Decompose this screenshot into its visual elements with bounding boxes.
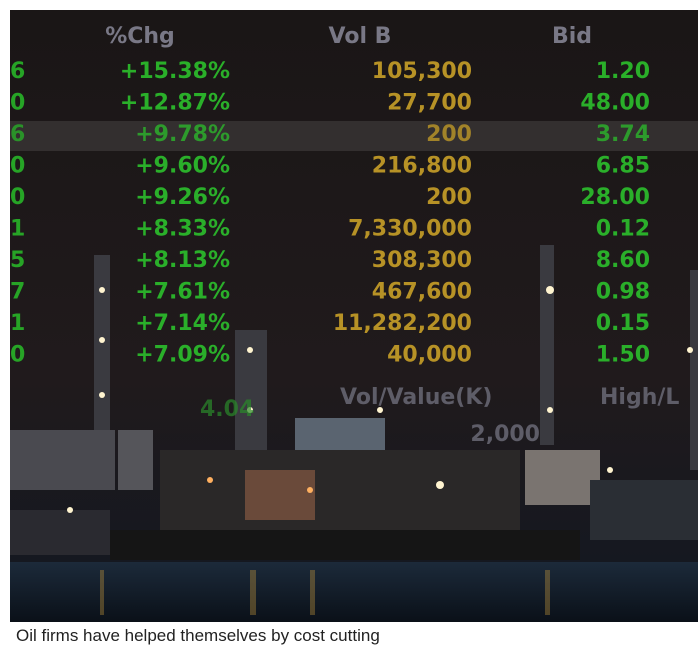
- refinery: [10, 245, 698, 560]
- ticker-cell: 7,330,000: [348, 217, 472, 242]
- ticker-cell: +7.09%: [135, 343, 230, 368]
- ticker-cell: 8.60: [596, 248, 650, 273]
- ticker-cell: 1.50: [596, 343, 650, 368]
- ticker: %Chg Vol B Bid 6 +15.38% 105,300 1.20 0 +12.87% 2…: [10, 24, 679, 447]
- ticker-cell: 40,000: [387, 343, 472, 368]
- ticker-cell: 28.00: [580, 185, 650, 210]
- ticker-cell: 11,282,200: [333, 311, 472, 336]
- column-header: Vol B: [329, 24, 392, 49]
- ticker-cell: 5: [10, 248, 25, 273]
- ticker-cell: 0: [10, 154, 25, 179]
- column-header: %Chg: [105, 24, 175, 49]
- ticker-cell: 6.85: [596, 154, 650, 179]
- ticker-cell: 0: [10, 91, 25, 116]
- ticker-cell: 216,800: [372, 154, 472, 179]
- lights: [67, 286, 693, 513]
- ticker-cell: 200: [426, 185, 472, 210]
- ticker-cell: +8.13%: [135, 248, 230, 273]
- ticker-cell: 6: [10, 59, 25, 84]
- ticker-cell: +15.38%: [120, 59, 230, 84]
- overlay-text: High/L: [600, 385, 679, 410]
- ticker-cell: +12.87%: [120, 91, 230, 116]
- ticker-cell: +7.14%: [135, 311, 230, 336]
- ticker-cell: 105,300: [372, 59, 472, 84]
- ticker-cell: 467,600: [372, 280, 472, 305]
- ticker-cell: 0: [10, 185, 25, 210]
- overlay-text: 2,000: [470, 422, 540, 447]
- overlay-text: 4.04: [200, 397, 254, 422]
- ticker-cell: +9.78%: [135, 122, 230, 147]
- ticker-cell: 1: [10, 311, 25, 336]
- highlight-row: [10, 121, 698, 151]
- ticker-cell: 200: [426, 122, 472, 147]
- ticker-cell: 1.20: [596, 59, 650, 84]
- ticker-cell: +8.33%: [135, 217, 230, 242]
- ticker-cell: 0: [10, 343, 25, 368]
- column-header: Bid: [552, 24, 592, 49]
- ticker-cell: 48.00: [580, 91, 650, 116]
- water: [10, 562, 698, 622]
- ticker-cell: +9.60%: [135, 154, 230, 179]
- ticker-cell: 0.15: [596, 311, 650, 336]
- ticker-cell: 6: [10, 122, 25, 147]
- ticker-cell: 1: [10, 217, 25, 242]
- ticker-cell: 0.98: [596, 280, 650, 305]
- ticker-cell: +9.26%: [135, 185, 230, 210]
- ticker-cell: 27,700: [387, 91, 472, 116]
- overlay-text: Vol/Value(K): [340, 385, 492, 410]
- ticker-cell: 3.74: [596, 122, 650, 147]
- reflections: [100, 570, 550, 615]
- ticker-cell: 0.12: [596, 217, 650, 242]
- ticker-cell: 7: [10, 280, 25, 305]
- ticker-cell: 308,300: [372, 248, 472, 273]
- photo: %Chg Vol B Bid 6 +15.38% 105,300 1.20 0 +12.87% 2…: [10, 10, 698, 622]
- caption: Oil firms have helped themselves by cost…: [10, 623, 425, 649]
- ticker-cell: +7.61%: [135, 280, 230, 305]
